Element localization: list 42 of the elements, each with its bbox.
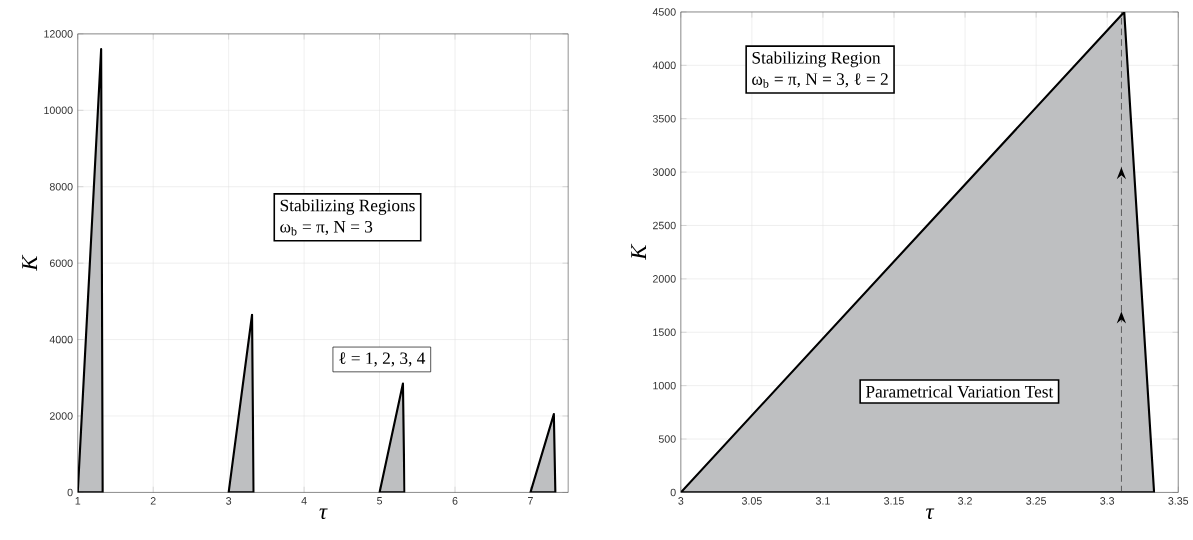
y-tick-label: 2500 [653,221,676,230]
x-tick-label: 7 [528,496,533,505]
y-tick-label: 6000 [49,259,73,267]
x-tick-label: 3 [678,496,684,505]
annotation: ℓ = 1, 2, 3, 4 [339,352,426,367]
y-tick-label: 0 [67,488,73,497]
y-tick-label: 8000 [49,182,73,191]
x-tick-label: 3 [226,496,232,505]
x-tick-label: 3.15 [884,496,904,505]
y-tick-label: 500 [658,435,676,443]
annotation: Parametrical Variation Test [865,385,1054,398]
y-axis-title: K [22,254,38,271]
x-tick-label: 3.25 [1026,496,1047,505]
y-tick-label: 12000 [44,30,73,38]
y-tick-label: 3000 [652,168,676,176]
x-axis-title: τ [319,508,328,519]
y-tick-label: 3500 [652,114,676,123]
y-tick-label: 4000 [652,61,676,69]
x-tick-label: 3.05 [741,496,762,505]
x-tick-label: 6 [452,496,458,505]
y-tick-label: 1000 [653,381,676,390]
y-tick-label: 10000 [44,106,73,114]
x-tick-label: 5 [377,496,383,505]
x-tick-label: 3.1 [815,496,830,505]
y-tick-label: 2000 [49,412,73,420]
annotation: Stabilizing Region [752,51,881,68]
x-axis-title: τ [925,508,935,519]
annotation: Stabilizing Regions [280,199,415,215]
y-axis-title: K [631,243,647,260]
y-tick-label: 4000 [49,335,73,344]
x-tick-label: 2 [150,496,156,505]
y-tick-label: 2000 [653,275,676,283]
y-tick-label: 4500 [652,8,676,16]
x-tick-label: 1 [75,496,81,505]
annotation: ω$_{b}$ = π, N = 3, ℓ = 2 [752,73,888,88]
y-tick-label: 0 [670,488,676,497]
x-tick-label: 3.35 [1168,496,1189,505]
x-tick-label: 3.2 [958,496,972,505]
x-tick-label: 4 [301,496,307,505]
x-tick-label: 3.3 [1100,496,1115,505]
annotation: ω$_{b}$ = π, N = 3 [280,220,373,236]
y-tick-label: 1500 [653,328,676,336]
